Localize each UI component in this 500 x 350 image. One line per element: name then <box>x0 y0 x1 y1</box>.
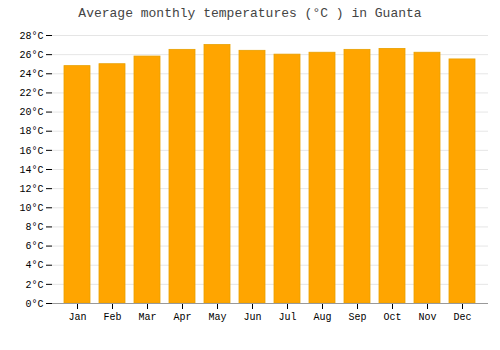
svg-text:6°C: 6°C <box>25 241 43 252</box>
svg-text:24°C: 24°C <box>19 69 43 80</box>
svg-text:16°C: 16°C <box>19 146 43 157</box>
svg-text:Apr: Apr <box>173 312 191 323</box>
svg-text:Nov: Nov <box>418 312 436 323</box>
svg-text:Jul: Jul <box>278 312 296 323</box>
html-text:Average monthly temperatures (: Average monthly temperatures (°C ) in Gu… <box>78 6 422 21</box>
svg-text:10°C: 10°C <box>19 203 43 214</box>
svg-text:2°C: 2°C <box>25 280 43 291</box>
svg-text:Dec: Dec <box>453 312 471 323</box>
svg-text:Aug: Aug <box>313 312 331 323</box>
svg-text:Feb: Feb <box>103 312 121 323</box>
svg-text:4°C: 4°C <box>25 260 43 271</box>
svg-text:20°C: 20°C <box>19 107 43 118</box>
svg-text:8°C: 8°C <box>25 222 43 233</box>
svg-text:28°C: 28°C <box>19 31 43 42</box>
svg-text:12°C: 12°C <box>19 184 43 195</box>
svg-text:Jun: Jun <box>243 312 261 323</box>
svg-text:18°C: 18°C <box>19 126 43 137</box>
svg-text:May: May <box>208 312 226 323</box>
svg-text:Mar: Mar <box>138 312 156 323</box>
svg-text:Oct: Oct <box>383 312 401 323</box>
svg-text:26°C: 26°C <box>19 50 43 61</box>
svg-text:Sep: Sep <box>348 312 366 323</box>
svg-text:0°C: 0°C <box>25 299 43 310</box>
svg-text:14°C: 14°C <box>19 165 43 176</box>
svg-text:Jan: Jan <box>68 312 86 323</box>
svg-text:22°C: 22°C <box>19 88 43 99</box>
